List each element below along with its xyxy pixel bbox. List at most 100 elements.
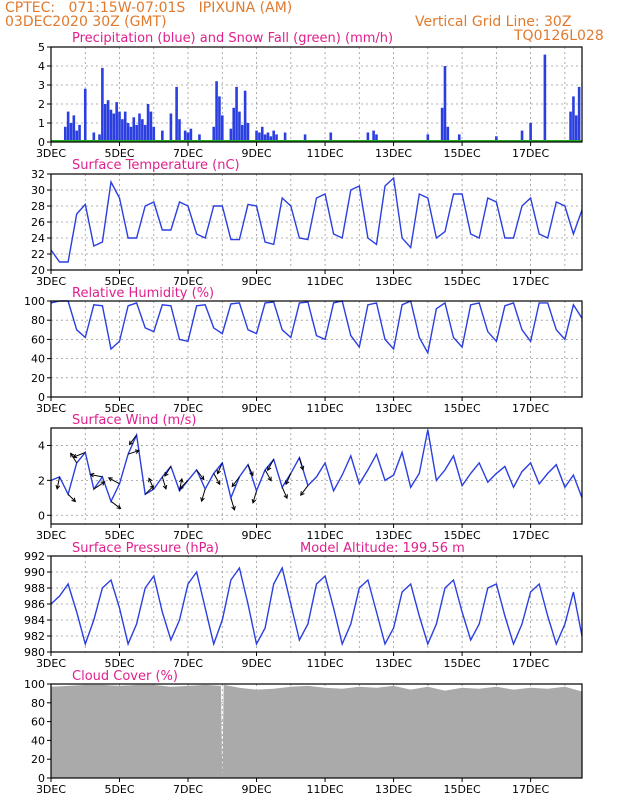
x-tick-label: 9DEC [241,783,271,796]
wind-arrow-head [128,440,134,446]
wind-arrow-head [249,471,254,477]
precip-bar [457,134,461,142]
y-tick-label: 100 [24,295,45,308]
wind-arrow [247,464,254,476]
precip-bar [235,86,238,142]
y-tick-label: 0 [38,136,45,149]
precip-bar [238,111,241,142]
x-tick-label: 17DEC [512,783,549,796]
x-tick-label: 11DEC [307,783,344,796]
precip-bar [303,134,307,142]
precip-bar [198,134,201,142]
precip-bar [66,111,70,142]
precip-bar [443,66,447,142]
y-tick-label: 30 [31,184,45,197]
y-tick-label: 3 [38,79,45,92]
wind-arrow-head [299,465,305,471]
wind-arrow [179,480,189,490]
x-tick-label: 13DEC [375,147,412,160]
x-tick-label: 7DEC [173,529,203,542]
x-tick-label: 7DEC [173,402,203,415]
precip-bar [329,132,333,142]
header-grid-note: Vertical Grid Line: 30Z [415,14,572,30]
x-tick-label: 17DEC [512,529,549,542]
precip-bar [126,123,130,142]
wind-arrow-head [300,491,305,497]
precip-bar [98,134,101,142]
x-tick-label: 17DEC [512,402,549,415]
y-tick-label: 80 [31,314,45,327]
precip-bar [186,132,190,142]
wind-arrow [67,493,76,502]
precip-bar [72,115,76,142]
wind-arrow-head [216,469,221,475]
x-tick-label: 15DEC [444,657,481,670]
wind-arrow [231,476,240,487]
x-tick-label: 5DEC [104,275,134,288]
precip-bar [229,128,233,142]
wind-arrow-head [200,497,205,503]
precip-bar [263,134,267,142]
header-location: CPTEC: 071:15W-07:01S IPIXUNA (AM) [5,0,293,16]
y-tick-label: 984 [24,614,45,627]
x-tick-label: 7DEC [173,275,203,288]
x-tick-label: 3DEC [36,783,66,796]
precip-bar [569,111,572,142]
wind-arrow-head [162,484,168,490]
precip-bar [215,81,218,142]
wind-arrow [90,473,103,478]
precip-bar [572,96,575,142]
precip-bar [143,124,147,142]
wind-arrow-head [89,472,95,478]
precip-bar [63,126,67,142]
x-tick-label: 7DEC [173,657,203,670]
precip-bar [118,111,121,142]
wind-arrow-head [149,485,155,490]
precip-bar [132,117,136,142]
x-tick-label: 17DEC [512,275,549,288]
y-tick-label: 988 [24,582,45,595]
x-tick-label: 13DEC [375,529,412,542]
wind-arrow-head [267,466,272,472]
y-tick-label: 32 [31,168,45,181]
wind-arrow [281,487,288,499]
wind-arrow-head [134,449,140,454]
wind-arrow [73,451,86,458]
wind-arrow [127,450,140,455]
wind-arrow-head [72,453,78,459]
precip-bar [83,88,87,142]
cloud-cover-area [51,684,582,778]
header-code: TQ0126L028 [514,28,604,44]
wind-arrow-head [70,452,75,458]
y-tick-label: 980 [24,646,45,659]
precip-bar [366,132,370,142]
wind-arrow-head [178,477,184,483]
precip-bar [146,104,150,142]
x-tick-label: 13DEC [375,275,412,288]
x-tick-label: 3DEC [36,402,66,415]
wind-arrow [129,434,138,445]
precip-bar [246,123,250,142]
panel-frame [50,555,583,653]
x-tick-label: 3DEC [36,275,66,288]
x-tick-label: 3DEC [36,147,66,160]
panel-frame [50,46,583,143]
precip-bar [577,86,581,142]
precip-bar [574,115,578,142]
x-tick-label: 11DEC [307,275,344,288]
precip-bar [103,104,107,142]
wind-arrow-head [178,484,184,490]
x-tick-label: 11DEC [307,529,344,542]
precip-bar [75,130,78,142]
panel-title: Surface Temperature (nC) [72,158,240,173]
precip-bar [135,124,138,142]
y-tick-label: 26 [31,216,45,229]
precip-bar [115,102,118,142]
wind-arrow [213,473,221,485]
x-tick-label: 5DEC [104,402,134,415]
y-tick-label: 20 [31,264,45,277]
wind-arrow [300,485,309,496]
precip-bar [123,111,127,142]
x-tick-label: 3DEC [36,529,66,542]
